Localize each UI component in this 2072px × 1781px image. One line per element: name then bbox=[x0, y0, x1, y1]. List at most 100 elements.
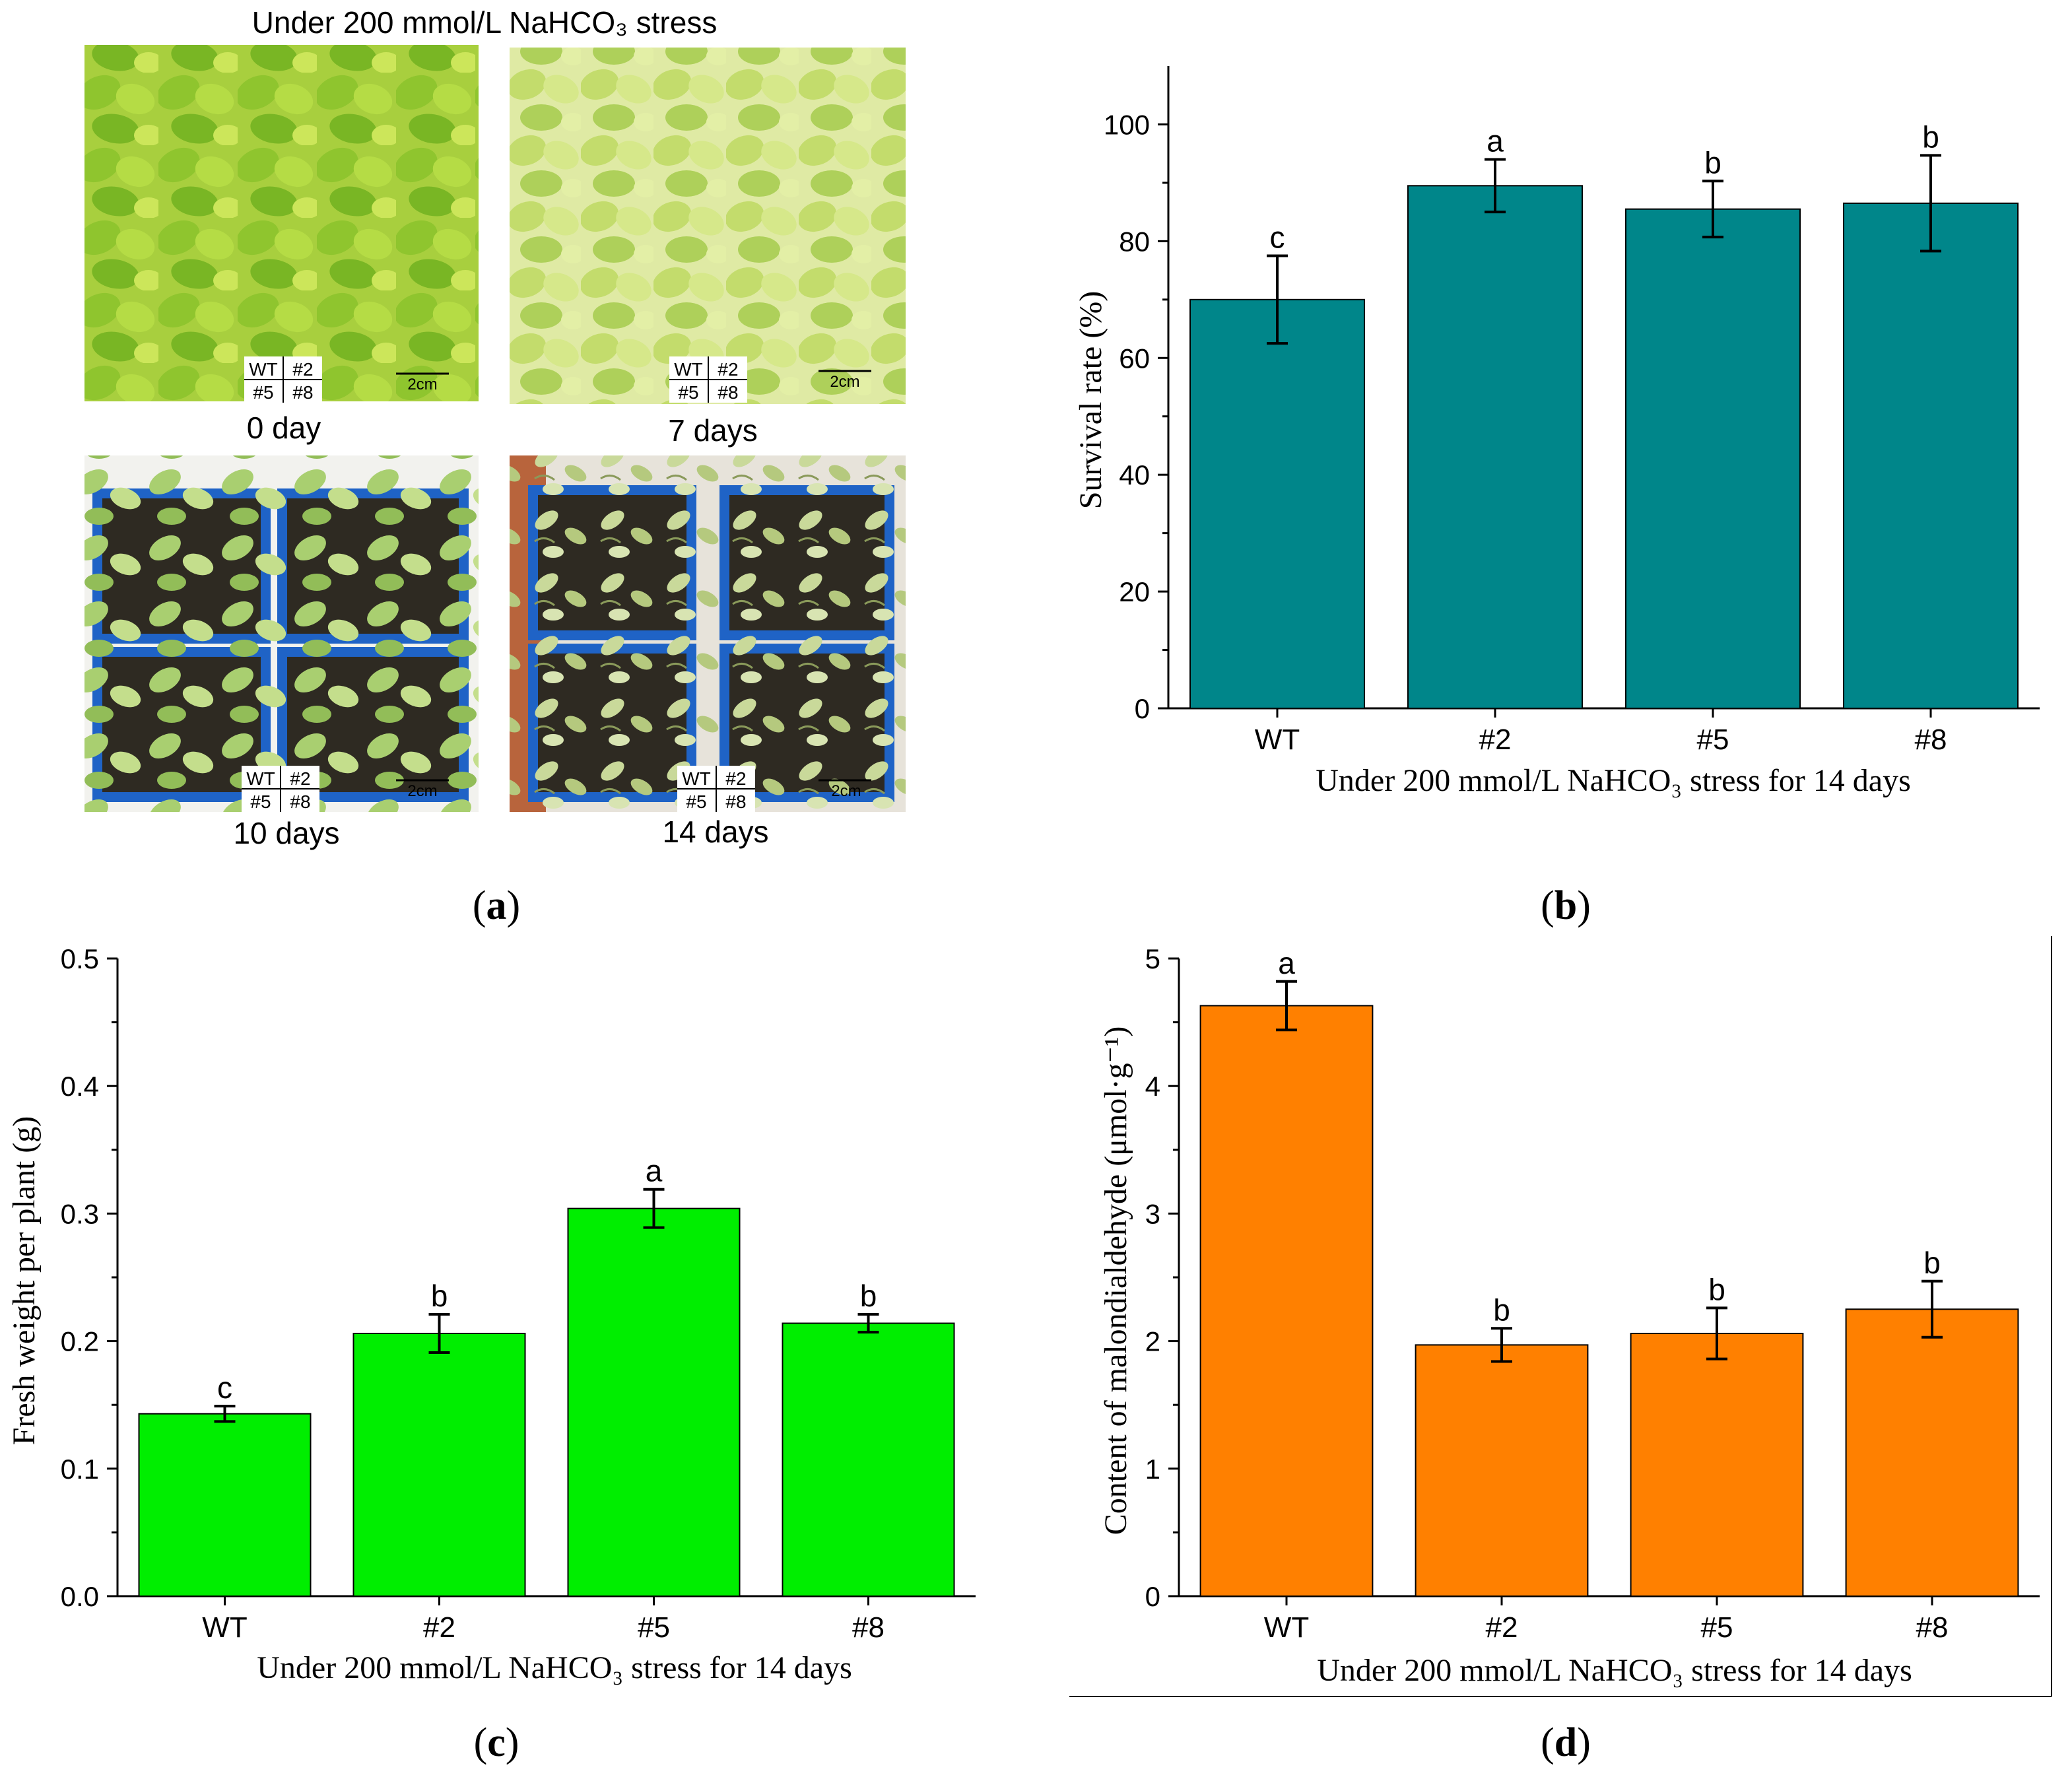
chart-c-letter-2: a bbox=[646, 1154, 663, 1188]
chart-d-category-3: #8 bbox=[1916, 1611, 1949, 1644]
genotype-label-3: #8 bbox=[725, 791, 746, 812]
photo-7-days: 2cm WT #2 #5 #8 bbox=[510, 48, 906, 404]
chart-c-category-0: WT bbox=[202, 1611, 247, 1644]
genotype-label-2: #5 bbox=[678, 382, 698, 403]
chart-b-ylabel: Survival rate (%) bbox=[1073, 291, 1108, 510]
chart-d-ytick-label: 2 bbox=[1145, 1326, 1160, 1357]
chart-c-ytick-label: 0.2 bbox=[61, 1326, 99, 1357]
chart-b-category-3: #8 bbox=[1915, 723, 1947, 756]
chart-d-bar-2 bbox=[1630, 1333, 1804, 1597]
chart-c-category-2: #5 bbox=[638, 1611, 670, 1644]
chart-d-category-0: WT bbox=[1264, 1611, 1309, 1644]
chart-b: Survival rate (%) Under 200 mmol/L NaHCO… bbox=[1073, 66, 2040, 928]
chart-b-bar-0 bbox=[1189, 298, 1365, 709]
genotype-label-0: WT bbox=[246, 768, 275, 789]
panel-a-title: Under 200 mmol/L NaHCO₃ stress bbox=[252, 5, 718, 40]
panel-a: Under 200 mmol/L NaHCO₃ stress 2cm WT #2#… bbox=[84, 5, 906, 928]
genotype-grid-1: WT #2 #5 #8 bbox=[669, 356, 871, 403]
chart-c-ytick-label: 0.0 bbox=[61, 1581, 99, 1612]
chart-c-panel-label: (c) bbox=[474, 1720, 519, 1765]
chart-d-letter-0: a bbox=[1278, 946, 1295, 980]
chart-b-ytick-label: 20 bbox=[1119, 576, 1150, 607]
chart-b-ytick-label: 60 bbox=[1119, 343, 1150, 374]
genotype-label-1: #2 bbox=[292, 359, 313, 380]
photo-caption-0: 0 day bbox=[247, 411, 321, 445]
chart-c-letter-3: b bbox=[860, 1279, 877, 1313]
chart-b-bar-2 bbox=[1625, 208, 1801, 709]
chart-c-ytick-label: 0.1 bbox=[61, 1454, 99, 1485]
chart-d-ylabel: Content of malondialdehyde (μmol·g⁻¹) bbox=[1098, 1026, 1133, 1535]
chart-d-letter-1: b bbox=[1493, 1293, 1510, 1327]
scale-bar-label-0: 2cm bbox=[407, 376, 437, 393]
chart-b-ytick-label: 40 bbox=[1119, 459, 1150, 490]
chart-c-ytick-label: 0.3 bbox=[61, 1198, 99, 1229]
chart-b-letter-1: a bbox=[1487, 124, 1504, 158]
chart-d-letter-2: b bbox=[1708, 1272, 1725, 1306]
chart-c-ytick-label: 0.5 bbox=[61, 943, 99, 974]
photo-caption-1: 7 days bbox=[668, 413, 758, 448]
chart-b-category-0: WT bbox=[1255, 723, 1300, 756]
genotype-label-0: WT bbox=[249, 359, 278, 380]
chart-c: Fresh weight per plant (g) Under 200 mmo… bbox=[7, 943, 976, 1765]
chart-d-bar-3 bbox=[1845, 1308, 2019, 1597]
chart-d-letter-3: b bbox=[1923, 1246, 1941, 1280]
genotype-label-2: #5 bbox=[253, 382, 273, 403]
genotype-label-1: #2 bbox=[290, 768, 310, 789]
chart-d-ytick-label: 1 bbox=[1145, 1454, 1160, 1485]
genotype-label-2: #5 bbox=[250, 791, 271, 812]
chart-c-bar-0 bbox=[138, 1413, 312, 1597]
genotype-label-3: #8 bbox=[718, 382, 738, 403]
scale-bar-label-3: 2cm bbox=[831, 782, 861, 800]
chart-b-letter-2: b bbox=[1704, 145, 1721, 180]
genotype-label-1: #2 bbox=[718, 359, 738, 380]
chart-d-panel-label: (d) bbox=[1541, 1720, 1591, 1765]
chart-b-letter-0: c bbox=[1270, 220, 1285, 254]
chart-c-ylabel: Fresh weight per plant (g) bbox=[7, 1116, 42, 1446]
chart-d-bar-0 bbox=[1199, 1005, 1374, 1597]
chart-d-ytick-label: 3 bbox=[1145, 1198, 1160, 1229]
chart-c-letter-1: b bbox=[431, 1279, 448, 1313]
genotype-grid-0: WT #2 #5 #8 bbox=[244, 356, 449, 403]
genotype-label-2: #5 bbox=[686, 791, 706, 812]
scale-bar-label-2: 2cm bbox=[407, 782, 437, 800]
chart-b-ytick-label: 100 bbox=[1104, 109, 1150, 140]
chart-c-bar-3 bbox=[782, 1322, 955, 1597]
chart-d-bar-1 bbox=[1415, 1344, 1589, 1597]
chart-b-xlabel: Under 200 mmol/L NaHCO₃ stress for 14 da… bbox=[1316, 763, 1911, 798]
chart-b-category-1: #2 bbox=[1479, 723, 1512, 756]
photo-caption-3: 14 days bbox=[662, 815, 768, 849]
genotype-grid-3: WT #2 #5 #8 bbox=[677, 766, 871, 812]
chart-b-ytick-label: 0 bbox=[1135, 693, 1150, 724]
chart-b-ytick-label: 80 bbox=[1119, 226, 1150, 257]
chart-b-bar-3 bbox=[1843, 202, 2019, 710]
photo-14-days: 2cm WT #2 #5 #8 bbox=[510, 455, 906, 812]
chart-b-letter-3: b bbox=[1922, 119, 1939, 154]
photo-caption-2: 10 days bbox=[233, 816, 339, 850]
genotype-label-3: #8 bbox=[290, 791, 310, 812]
photo-10-days: 2cm WT #2 #5 #8 bbox=[84, 455, 479, 812]
chart-d-xlabel: Under 200 mmol/L NaHCO₃ stress for 14 da… bbox=[1317, 1653, 1912, 1688]
chart-c-ytick-label: 0.4 bbox=[61, 1071, 99, 1102]
chart-b-panel-label: (b) bbox=[1541, 883, 1591, 928]
chart-d-category-1: #2 bbox=[1486, 1611, 1518, 1644]
chart-c-letter-0: c bbox=[217, 1370, 232, 1405]
genotype-label-0: WT bbox=[682, 768, 711, 789]
panel-a-label: (a) bbox=[473, 883, 520, 928]
scale-bar-label-1: 2cm bbox=[830, 373, 859, 391]
chart-c-category-1: #2 bbox=[423, 1611, 455, 1644]
chart-c-bar-1 bbox=[352, 1333, 526, 1597]
genotype-label-0: WT bbox=[674, 359, 703, 380]
chart-c-bar-2 bbox=[567, 1207, 741, 1597]
genotype-label-3: #8 bbox=[292, 382, 313, 403]
chart-b-bar-1 bbox=[1407, 185, 1583, 709]
chart-c-xlabel: Under 200 mmol/L NaHCO₃ stress for 14 da… bbox=[257, 1650, 852, 1685]
genotype-grid-2: WT #2 #5 #8 bbox=[242, 766, 449, 812]
chart-c-category-3: #8 bbox=[852, 1611, 885, 1644]
chart-b-category-2: #5 bbox=[1697, 723, 1729, 756]
chart-d-ytick-label: 5 bbox=[1145, 943, 1160, 974]
chart-d-category-2: #5 bbox=[1701, 1611, 1733, 1644]
chart-d-ytick-label: 4 bbox=[1145, 1071, 1160, 1102]
genotype-label-1: #2 bbox=[725, 768, 746, 789]
chart-d-ytick-label: 0 bbox=[1145, 1581, 1160, 1612]
photo-0-day: 2cm WT #2 #5 #8 bbox=[84, 45, 479, 403]
